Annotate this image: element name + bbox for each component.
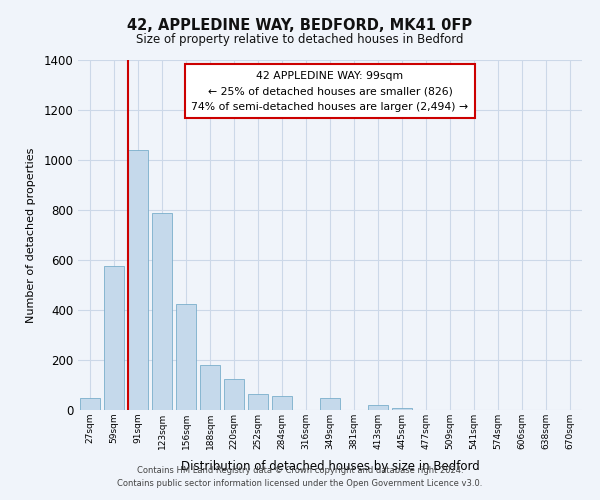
Bar <box>152 212 172 410</box>
Bar <box>392 408 412 410</box>
Bar <box>368 404 388 410</box>
Bar <box>128 150 148 410</box>
Text: Contains HM Land Registry data © Crown copyright and database right 2024.
Contai: Contains HM Land Registry data © Crown c… <box>118 466 482 487</box>
Bar <box>224 379 244 410</box>
Text: 42, APPLEDINE WAY, BEDFORD, MK41 0FP: 42, APPLEDINE WAY, BEDFORD, MK41 0FP <box>127 18 473 32</box>
Bar <box>272 396 292 410</box>
X-axis label: Distribution of detached houses by size in Bedford: Distribution of detached houses by size … <box>181 460 479 473</box>
Bar <box>248 394 268 410</box>
Y-axis label: Number of detached properties: Number of detached properties <box>26 148 37 322</box>
Bar <box>104 266 124 410</box>
Bar <box>176 304 196 410</box>
Text: Size of property relative to detached houses in Bedford: Size of property relative to detached ho… <box>136 32 464 46</box>
Bar <box>80 398 100 410</box>
Text: 42 APPLEDINE WAY: 99sqm
← 25% of detached houses are smaller (826)
74% of semi-d: 42 APPLEDINE WAY: 99sqm ← 25% of detache… <box>191 70 469 112</box>
Bar <box>200 365 220 410</box>
Bar <box>320 398 340 410</box>
